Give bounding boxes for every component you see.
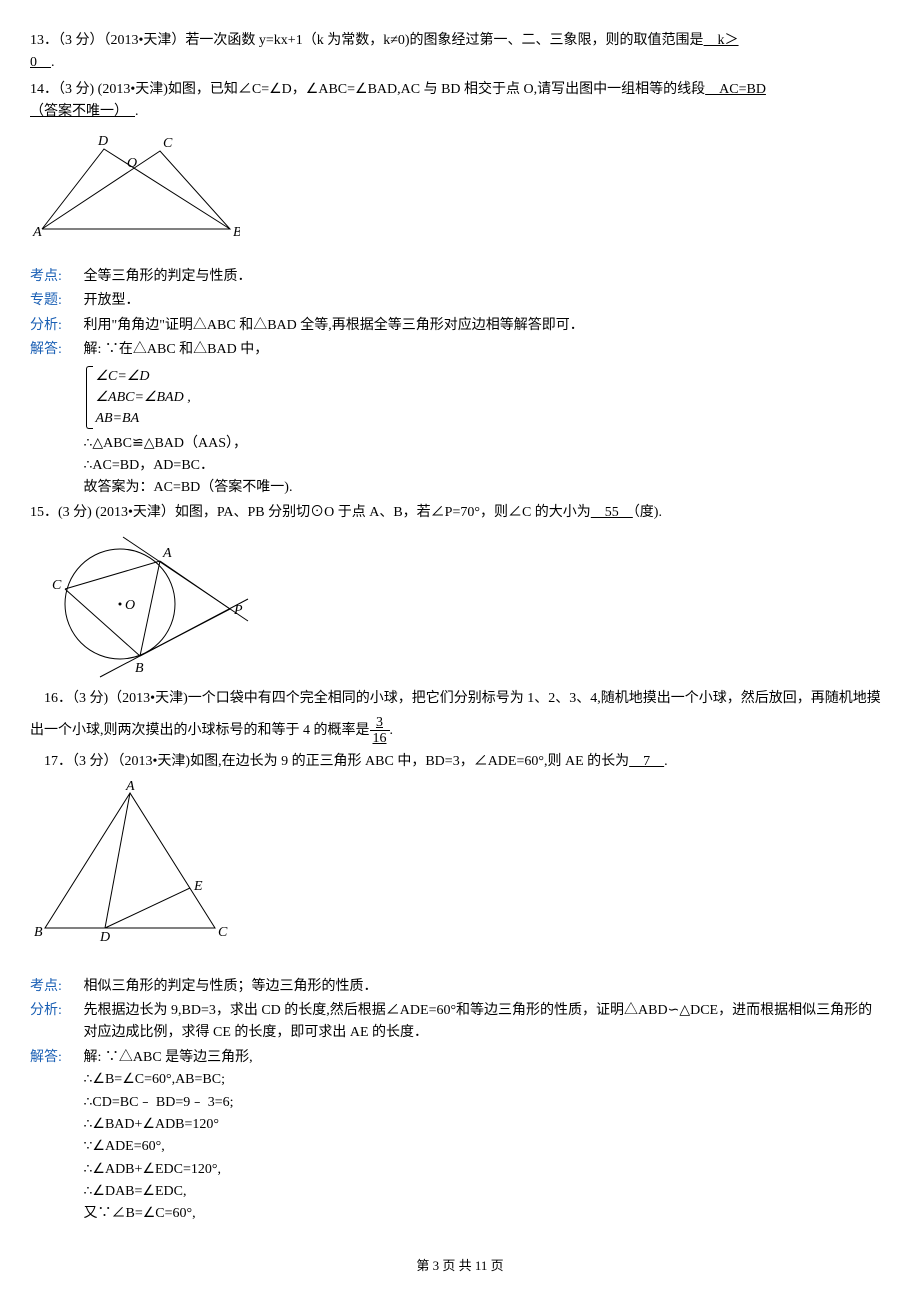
q17-kaodian-row: 考点: 相似三角形的判定与性质；等边三角形的性质． [30,976,890,998]
svg-text:P: P [233,603,243,618]
svg-text:O: O [127,156,137,171]
q17-kaodian: 相似三角形的判定与性质；等边三角形的性质． [84,976,884,998]
q15-answer: 55 [591,505,633,520]
q14-answer: AC=BD [705,82,766,97]
question-13: 13．（3 分）（2013•天津）若一次函数 y=kx+1（k 为常数，k≠0)… [30,30,890,75]
q17-diagram: A B C D E [30,778,230,948]
q16-period: . [390,723,394,738]
q15-diagram: A B C O P [30,529,250,679]
q17-jieda-line2: ∴∠B=∠C=60°,AB=BC; [84,1069,884,1091]
jieda-label-17: 解答: [30,1047,80,1069]
q14-period: . [135,104,139,119]
q17-jieda-line4: ∴∠BAD+∠ADB=120° [84,1114,884,1136]
q14-text2: （答案不唯一） [30,104,135,119]
q14-brace1: ∠C=∠D [96,366,191,387]
zhuanti-label: 专题: [30,290,80,312]
fenxi-label: 分析: [30,315,80,337]
question-14: 14．（3 分) (2013•天津)如图，已知∠C=∠D，∠ABC=∠BAD,A… [30,79,890,124]
q14-kaodian: 全等三角形的判定与性质． [84,266,884,288]
q17-fenxi: 先根据边长为 9,BD=3，求出 CD 的长度,然后根据∠ADE=60°和等边三… [84,1000,884,1045]
page-total: 11 [475,1258,488,1273]
q13-answer-1: k＞ [704,33,739,48]
q16-den: 16 [370,731,390,746]
kaodian-label-17: 考点: [30,976,80,998]
question-15: 15．(3 分) (2013•天津）如图，PA、PB 分别切⊙O 于点 A、B，… [30,502,890,524]
q17-jieda-line6: ∴∠ADB+∠EDC=120°, [84,1159,884,1181]
q17-text1: 17．（3 分）（2013•天津)如图,在边长为 9 的正三角形 ABC 中，B… [30,754,629,769]
svg-text:C: C [163,136,173,151]
q14-jieda-line3: ∴AC=BD，AD=BC． [84,455,884,477]
q14-kaodian-row: 考点: 全等三角形的判定与性质． [30,266,890,288]
svg-text:C: C [52,578,62,593]
q16-text1: 16．（3 分)（2013•天津)一个口袋中有四个完全相同的小球，把它们分别标号… [30,691,881,738]
q14-jieda-line4: 故答案为：AC=BD（答案不唯一). [84,477,884,499]
footer-suffix: 页 [487,1258,503,1273]
kaodian-label: 考点: [30,266,80,288]
q14-zhuanti: 开放型． [84,290,884,312]
page-footer: 第 3 页 共 11 页 [30,1256,890,1277]
q14-jieda-line2: ∴△ABC≌△BAD（AAS）， [84,433,884,455]
q13-text: 13．（3 分）（2013•天津）若一次函数 y=kx+1（k 为常数，k≠0)… [30,33,704,48]
svg-text:B: B [135,661,144,676]
jieda-label: 解答: [30,339,80,361]
q14-zhuanti-row: 专题: 开放型． [30,290,890,312]
q17-jieda-line3: ∴CD=BC﹣ BD=9﹣ 3=6; [84,1092,884,1114]
q14-jieda: 解: ∵在△ABC 和△BAD 中， ∠C=∠D ∠ABC=∠BAD , AB=… [84,339,884,500]
q17-jieda-row: 解答: 解: ∵△ABC 是等边三角形, ∴∠B=∠C=60°,AB=BC; ∴… [30,1047,890,1226]
fenxi-label-17: 分析: [30,1000,80,1022]
q14-brace2: ∠ABC=∠BAD , [96,387,191,408]
q17-period: . [664,754,668,769]
q15-text2: （度). [633,505,662,520]
svg-text:D: D [99,930,110,945]
svg-text:A: A [32,225,42,239]
svg-text:D: D [97,134,108,149]
q14-text1: 14．（3 分) (2013•天津)如图，已知∠C=∠D，∠ABC=∠BAD,A… [30,82,705,97]
svg-text:B: B [34,925,43,940]
q17-jieda-line7: ∴∠DAB=∠EDC, [84,1181,884,1203]
footer-prefix: 第 [416,1258,432,1273]
q17-jieda-line1: 解: ∵△ABC 是等边三角形, [84,1047,884,1069]
q14-fenxi: 利用"角角边"证明△ABC 和△BAD 全等,再根据全等三角形对应边相等解答即可… [84,315,884,337]
svg-text:C: C [218,925,228,940]
q16-num: 3 [370,715,390,731]
svg-text:A: A [125,779,135,794]
q14-jieda-line1: 解: ∵在△ABC 和△BAD 中， [84,339,884,361]
question-16: 16．（3 分)（2013•天津)一个口袋中有四个完全相同的小球，把它们分别标号… [30,684,890,747]
q14-fenxi-row: 分析: 利用"角角边"证明△ABC 和△BAD 全等,再根据全等三角形对应边相等… [30,315,890,337]
q15-text1: 15．(3 分) (2013•天津）如图，PA、PB 分别切⊙O 于点 A、B，… [30,505,591,520]
svg-text:O: O [125,598,135,613]
question-17: 17．（3 分）（2013•天津)如图,在边长为 9 的正三角形 ABC 中，B… [30,751,890,773]
q17-answer: 7 [629,754,664,769]
svg-text:A: A [162,546,172,561]
q16-fraction: 316 [370,715,390,747]
q14-brace3: AB=BA [96,408,191,429]
q14-brace: ∠C=∠D ∠ABC=∠BAD , AB=BA [84,366,191,429]
q17-jieda-line8: 又∵∠B=∠C=60°, [84,1203,884,1225]
q13-period: . [51,55,55,70]
q17-fenxi-row: 分析: 先根据边长为 9,BD=3，求出 CD 的长度,然后根据∠ADE=60°… [30,1000,890,1045]
svg-text:B: B [233,225,240,239]
q14-diagram: A B C D O [30,129,240,239]
q13-answer-2: 0 [30,55,51,70]
q17-jieda: 解: ∵△ABC 是等边三角形, ∴∠B=∠C=60°,AB=BC; ∴CD=B… [84,1047,884,1226]
footer-mid: 页 共 [439,1258,475,1273]
q14-jieda-row: 解答: 解: ∵在△ABC 和△BAD 中， ∠C=∠D ∠ABC=∠BAD ,… [30,339,890,500]
svg-text:E: E [193,879,203,894]
q17-jieda-line5: ∵∠ADE=60°, [84,1136,884,1158]
